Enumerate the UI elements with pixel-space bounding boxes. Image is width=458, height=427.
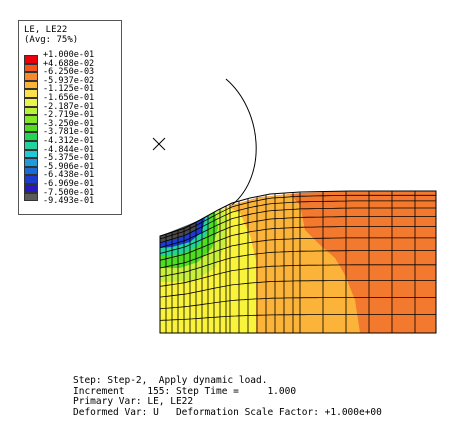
legend-swatch: [24, 175, 38, 184]
legend-swatch: [24, 80, 38, 90]
mesh-line: [159, 194, 436, 240]
legend-swatch: [24, 89, 38, 98]
legend-label: -3.781e-01: [43, 127, 95, 138]
legend-label: -6.438e-01: [43, 170, 95, 181]
legend-label: -6.969e-01: [43, 178, 95, 189]
mesh-line: [159, 207, 436, 248]
mesh-line: [159, 250, 436, 278]
legend-swatch: [24, 158, 38, 167]
legend-label: -5.375e-01: [43, 153, 95, 164]
status-info: Step: Step-2, Apply dynamic load. Increm…: [73, 375, 382, 418]
mesh-line: [159, 200, 436, 244]
legend-swatch: [24, 97, 38, 107]
legend-label: -2.719e-01: [43, 110, 95, 121]
legend: LE, LE22 (Avg: 75%) +1.000e-01 +4.688e-02…: [18, 20, 122, 215]
legend-title: LE, LE22: [24, 25, 68, 35]
legend-label: -9.493e-01: [43, 196, 95, 207]
legend-swatch: [24, 63, 38, 73]
legend-swatch: [24, 123, 38, 133]
mesh-line: [159, 280, 436, 298]
mesh-line: [159, 314, 436, 321]
body-outline: [159, 190, 437, 334]
legend-swatch: [24, 115, 38, 124]
legend-label: -6.250e-03: [43, 67, 95, 78]
legend-swatch: [24, 149, 38, 159]
legend-swatch: [24, 106, 38, 116]
primary-var-line: Primary Var: LE, LE22: [73, 396, 194, 407]
legend-label: -4.312e-01: [43, 135, 95, 146]
contour-dark: [160, 222, 198, 243]
mesh-line: [159, 226, 436, 261]
deformed-var-line: Deformed Var: U Deformation Scale Factor…: [73, 406, 382, 418]
reference-point-marker: [152, 137, 166, 151]
legend-labels: +1.000e-01 +4.688e-02 -6.250e-03 -5.937e-02…: [43, 51, 94, 206]
legend-label: -1.125e-01: [43, 84, 95, 95]
legend-label: -5.906e-01: [43, 161, 95, 172]
legend-swatch: [24, 183, 38, 193]
legend-label: -2.187e-01: [43, 101, 95, 112]
legend-label: -7.500e-01: [43, 187, 95, 198]
legend-swatch: [24, 55, 38, 64]
legend-label: -1.656e-01: [43, 92, 95, 103]
mesh-line: [159, 264, 436, 287]
legend-label: -5.937e-02: [43, 75, 95, 86]
contour-regions: [160, 191, 436, 333]
mesh-line: [159, 237, 436, 269]
legend-label: -3.250e-01: [43, 118, 95, 129]
mesh-line: [159, 216, 436, 254]
legend-swatch: [24, 192, 38, 202]
increment-line: Increment 155: Step Time = 1.000: [73, 385, 297, 397]
step-line: Step: Step-2, Apply dynamic load.: [73, 375, 268, 386]
legend-swatch: [24, 140, 38, 150]
legend-swatch: [24, 166, 38, 176]
legend-swatch: [24, 132, 38, 141]
legend-label: +4.688e-02: [43, 58, 95, 69]
legend-label: -4.844e-01: [43, 144, 95, 155]
legend-label: +1.000e-01: [43, 50, 95, 60]
mesh-line: [159, 297, 436, 310]
legend-swatch: [24, 72, 38, 81]
legend-subtitle: (Avg: 75%): [24, 35, 79, 45]
legend-swatches: [24, 55, 38, 202]
